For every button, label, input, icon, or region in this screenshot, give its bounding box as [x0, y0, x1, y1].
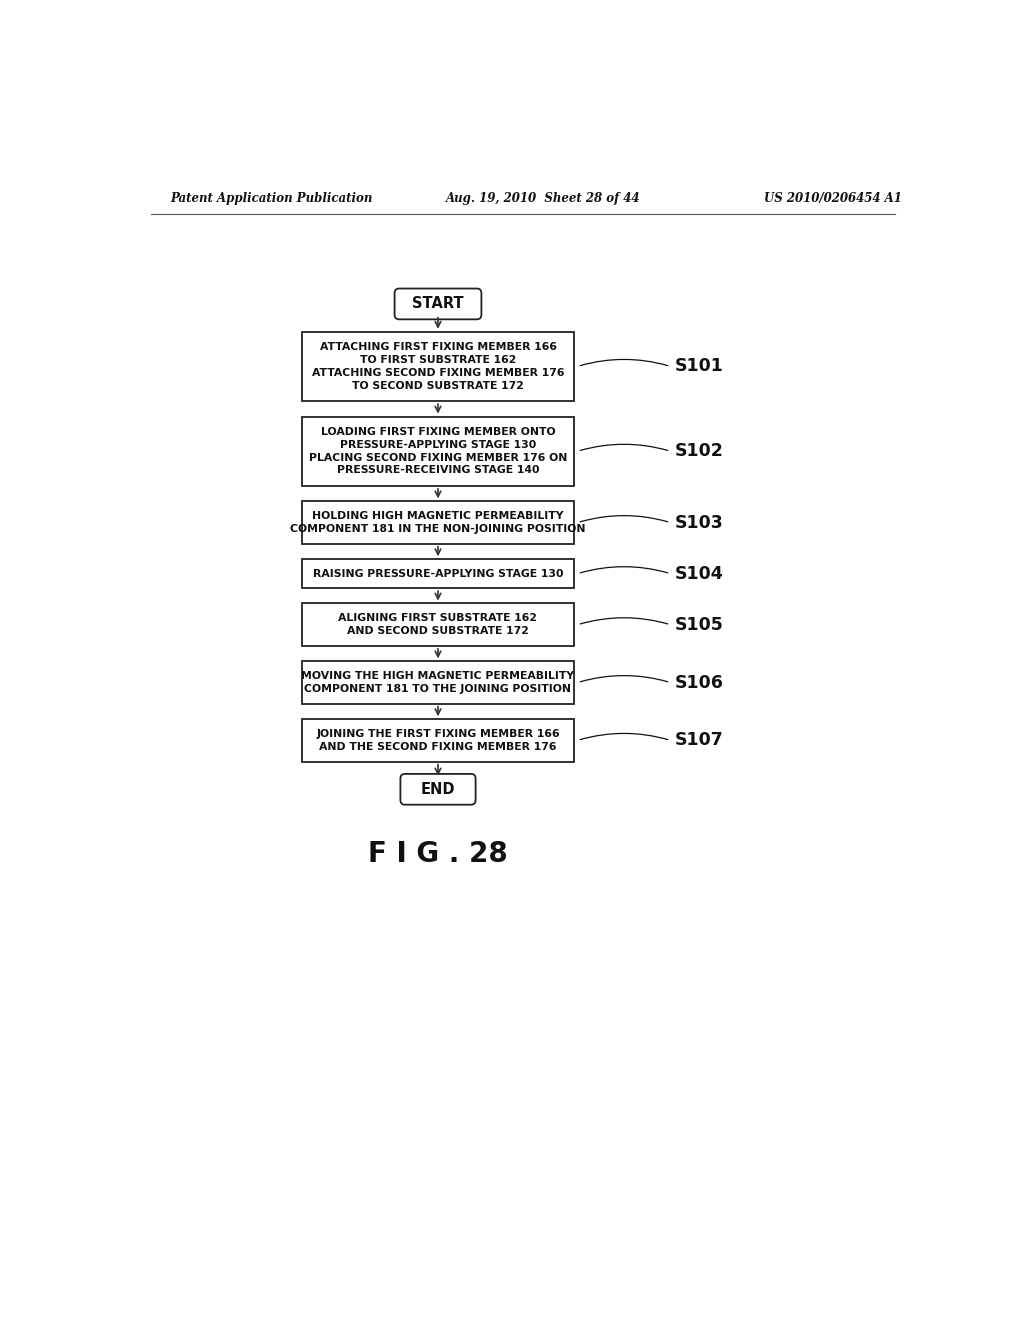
Text: LOADING FIRST FIXING MEMBER ONTO
PRESSURE-APPLYING STAGE 130
PLACING SECOND FIXI: LOADING FIRST FIXING MEMBER ONTO PRESSUR…	[309, 428, 567, 475]
Text: ATTACHING FIRST FIXING MEMBER 166
TO FIRST SUBSTRATE 162
ATTACHING SECOND FIXING: ATTACHING FIRST FIXING MEMBER 166 TO FIR…	[311, 342, 564, 391]
Text: START: START	[413, 297, 464, 312]
FancyBboxPatch shape	[302, 502, 573, 544]
Text: RAISING PRESSURE-APPLYING STAGE 130: RAISING PRESSURE-APPLYING STAGE 130	[312, 569, 563, 578]
Text: S105: S105	[675, 615, 723, 634]
Text: HOLDING HIGH MAGNETIC PERMEABILITY
COMPONENT 181 IN THE NON-JOINING POSITION: HOLDING HIGH MAGNETIC PERMEABILITY COMPO…	[290, 511, 586, 535]
Text: S107: S107	[675, 731, 723, 750]
Text: S101: S101	[675, 358, 723, 375]
Text: END: END	[421, 781, 456, 797]
Text: US 2010/0206454 A1: US 2010/0206454 A1	[764, 191, 901, 205]
Text: S103: S103	[675, 513, 723, 532]
Text: S104: S104	[675, 565, 723, 582]
Text: ALIGNING FIRST SUBSTRATE 162
AND SECOND SUBSTRATE 172: ALIGNING FIRST SUBSTRATE 162 AND SECOND …	[339, 614, 538, 636]
Text: MOVING THE HIGH MAGNETIC PERMEABILITY
COMPONENT 181 TO THE JOINING POSITION: MOVING THE HIGH MAGNETIC PERMEABILITY CO…	[301, 671, 574, 694]
FancyBboxPatch shape	[302, 719, 573, 762]
Text: S102: S102	[675, 442, 723, 461]
FancyBboxPatch shape	[302, 417, 573, 486]
FancyBboxPatch shape	[394, 289, 481, 319]
FancyBboxPatch shape	[302, 331, 573, 401]
Text: Patent Application Publication: Patent Application Publication	[171, 191, 373, 205]
Text: S106: S106	[675, 673, 723, 692]
FancyBboxPatch shape	[302, 603, 573, 645]
Text: Aug. 19, 2010  Sheet 28 of 44: Aug. 19, 2010 Sheet 28 of 44	[445, 191, 640, 205]
FancyBboxPatch shape	[302, 560, 573, 589]
Text: F I G . 28: F I G . 28	[368, 840, 508, 869]
Text: JOINING THE FIRST FIXING MEMBER 166
AND THE SECOND FIXING MEMBER 176: JOINING THE FIRST FIXING MEMBER 166 AND …	[316, 729, 560, 752]
FancyBboxPatch shape	[400, 774, 475, 805]
FancyBboxPatch shape	[302, 661, 573, 704]
